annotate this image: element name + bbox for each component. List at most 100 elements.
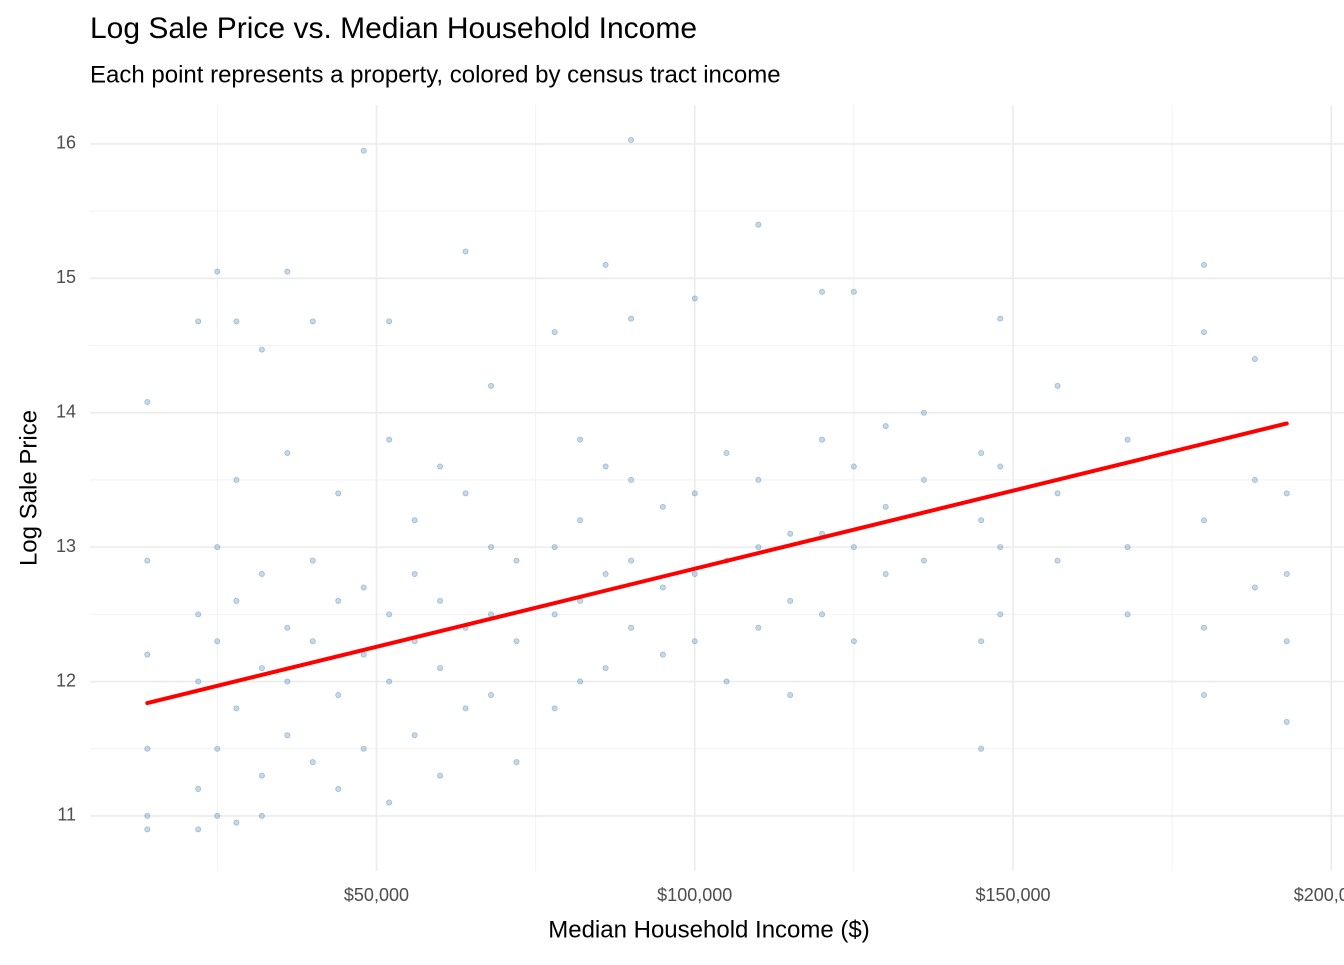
point [195, 611, 202, 618]
point [997, 611, 1004, 618]
point [1200, 691, 1207, 698]
plot-area [144, 136, 1290, 833]
y-tick-label: 12 [56, 670, 76, 690]
point [1124, 436, 1131, 443]
y-tick-label: 13 [56, 536, 76, 556]
point [755, 544, 762, 551]
point [386, 678, 393, 685]
point [258, 812, 265, 819]
point [195, 786, 202, 793]
point [1251, 476, 1258, 483]
point [214, 638, 221, 645]
point [386, 799, 393, 806]
point [233, 705, 240, 712]
point [755, 476, 762, 483]
point [1054, 557, 1061, 564]
point [284, 678, 291, 685]
point [335, 490, 342, 497]
point [1200, 261, 1207, 268]
point [1283, 490, 1290, 497]
point [978, 517, 985, 524]
point [577, 678, 584, 685]
point [1200, 624, 1207, 631]
point [628, 557, 635, 564]
point [335, 597, 342, 604]
point [659, 503, 666, 510]
point [258, 571, 265, 578]
point [309, 557, 316, 564]
ticks: $50,000 $100,000 $150,000 $200,000 11 12 13 14 1… [56, 133, 1344, 905]
point [819, 436, 826, 443]
point [284, 732, 291, 739]
point [233, 318, 240, 325]
point [1124, 611, 1131, 618]
point [437, 772, 444, 779]
point [997, 544, 1004, 551]
point [437, 597, 444, 604]
point [462, 490, 469, 497]
point [411, 732, 418, 739]
point [284, 450, 291, 457]
point [755, 624, 762, 631]
point [723, 678, 730, 685]
point [144, 745, 151, 752]
y-tick-label: 15 [56, 267, 76, 287]
point [551, 705, 558, 712]
point [577, 436, 584, 443]
point [258, 665, 265, 672]
point [233, 476, 240, 483]
chart-subtitle: Each point represents a property, colore… [90, 61, 781, 88]
point [787, 530, 794, 537]
point [850, 463, 857, 470]
point [437, 463, 444, 470]
point [1251, 355, 1258, 362]
point [787, 597, 794, 604]
y-tick-label: 14 [56, 401, 76, 421]
point [488, 382, 495, 389]
point [386, 318, 393, 325]
point [233, 597, 240, 604]
point [628, 624, 635, 631]
y-tick-label: 11 [57, 805, 76, 825]
point [309, 638, 316, 645]
point [819, 611, 826, 618]
point [195, 678, 202, 685]
point [602, 463, 609, 470]
point [850, 638, 857, 645]
point [513, 759, 520, 766]
point [144, 651, 151, 658]
point [437, 665, 444, 672]
point [882, 571, 889, 578]
point [144, 812, 151, 819]
y-tick-label: 16 [56, 133, 76, 153]
grid [90, 105, 1344, 871]
point [386, 611, 393, 618]
point [602, 571, 609, 578]
x-axis-label: Median Household Income ($) [548, 916, 870, 943]
point [1283, 571, 1290, 578]
point [691, 571, 698, 578]
point [997, 315, 1004, 322]
point [920, 409, 927, 416]
point [997, 463, 1004, 470]
point [284, 268, 291, 275]
point [360, 147, 367, 154]
point [284, 624, 291, 631]
point [411, 571, 418, 578]
point [819, 288, 826, 295]
point [335, 691, 342, 698]
point [978, 638, 985, 645]
point [551, 544, 558, 551]
point [787, 691, 794, 698]
point [309, 759, 316, 766]
point [723, 450, 730, 457]
point [360, 584, 367, 591]
point [882, 423, 889, 430]
point [360, 651, 367, 658]
point [144, 557, 151, 564]
y-axis-label: Log Sale Price [15, 410, 42, 566]
point [195, 826, 202, 833]
point [258, 346, 265, 353]
point [513, 557, 520, 564]
